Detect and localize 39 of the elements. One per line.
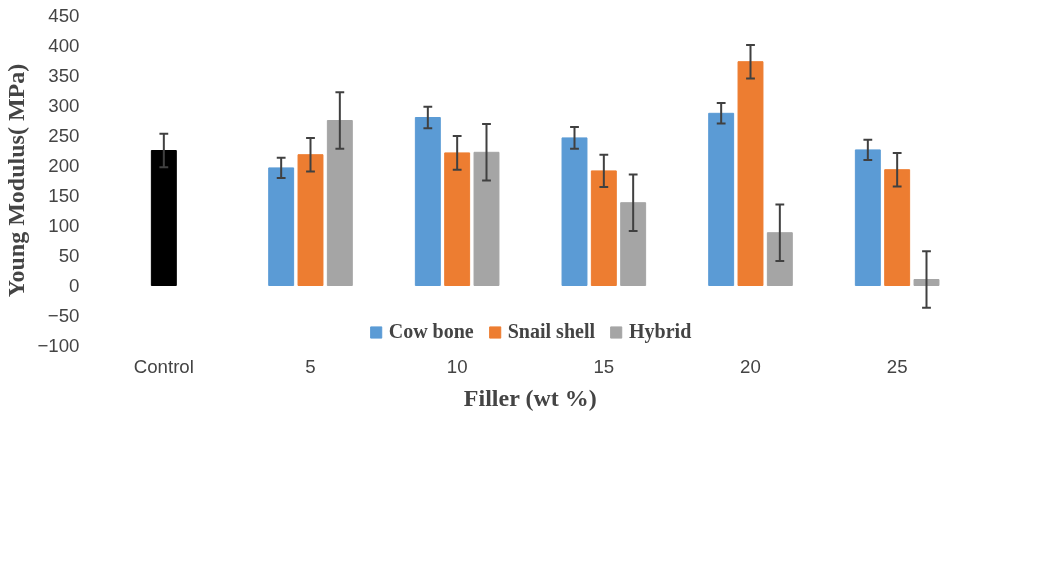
bar (620, 202, 647, 286)
bar (737, 61, 764, 286)
y-tick-label: −50 (47, 305, 80, 326)
y-tick-label: 100 (48, 215, 80, 236)
y-tick-label: 400 (48, 35, 80, 56)
y-tick-label: 150 (48, 185, 80, 206)
bar (297, 154, 324, 286)
y-tick-label: −100 (37, 335, 80, 356)
y-tick-label: 200 (48, 155, 80, 176)
x-axis-title: Filler (wt %) (463, 384, 597, 411)
y-axis-title: Young Modulus( MPa) (3, 63, 30, 298)
bar (913, 279, 940, 286)
bar (708, 112, 735, 286)
y-tick-label: 350 (48, 65, 80, 86)
x-tick-label: 5 (305, 355, 316, 377)
y-tick-label: 450 (48, 5, 80, 26)
x-tick-label: Control (133, 355, 194, 377)
x-tick-label: 25 (886, 355, 908, 377)
bar (150, 150, 177, 286)
legend-label: Snail shell (507, 320, 596, 343)
legend-label: Hybrid (629, 320, 692, 343)
bar (444, 152, 471, 286)
y-tick-label: 300 (48, 95, 80, 116)
x-tick-label: 10 (446, 355, 468, 377)
legend-label: Cow bone (388, 320, 474, 343)
y-tick-label: 50 (58, 245, 80, 266)
bar (561, 137, 588, 286)
bar (590, 170, 617, 286)
bar (884, 169, 911, 286)
bar (414, 117, 441, 286)
y-tick-label: 0 (69, 275, 80, 296)
bar (268, 167, 295, 286)
y-tick-label: 250 (48, 125, 80, 146)
bar (473, 151, 500, 286)
bar (326, 120, 353, 286)
x-tick-label: 15 (593, 355, 615, 377)
bar (854, 149, 881, 286)
x-tick-label: 20 (740, 355, 761, 377)
bar (766, 232, 793, 286)
